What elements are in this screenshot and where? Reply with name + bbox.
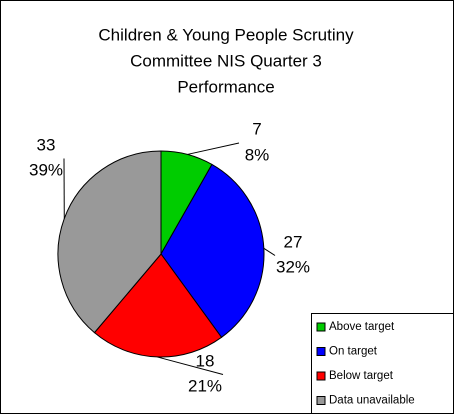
percent-label: 32% bbox=[276, 257, 310, 276]
legend-swatch bbox=[316, 371, 326, 381]
chart-title: Performance bbox=[177, 77, 274, 96]
legend-label: Below target bbox=[329, 370, 394, 382]
leader-line bbox=[187, 142, 240, 155]
data-label: 33 bbox=[37, 135, 56, 154]
legend-label: Above target bbox=[329, 321, 395, 333]
legend-label: On target bbox=[329, 346, 378, 358]
data-label: 27 bbox=[284, 232, 303, 251]
data-label: 18 bbox=[196, 351, 215, 370]
data-label: 7 bbox=[252, 119, 261, 138]
legend-swatch bbox=[316, 322, 326, 332]
percent-label: 39% bbox=[29, 160, 63, 179]
pie-slice bbox=[160, 163, 265, 339]
pie-slice bbox=[57, 150, 162, 334]
legend-swatch bbox=[316, 347, 326, 356]
chart-title: Children & Young People Scrutiny bbox=[98, 25, 354, 44]
leader-line bbox=[263, 247, 276, 256]
legend-box bbox=[311, 313, 454, 414]
pie-slice bbox=[93, 253, 223, 358]
chart-title: Committee NIS Quarter 3 bbox=[130, 51, 322, 70]
legend-label: Data unavailable bbox=[329, 395, 415, 407]
percent-label: 8% bbox=[245, 145, 270, 164]
legend-swatch bbox=[316, 396, 326, 405]
leader-line bbox=[157, 356, 224, 375]
percent-label: 21% bbox=[188, 376, 222, 395]
